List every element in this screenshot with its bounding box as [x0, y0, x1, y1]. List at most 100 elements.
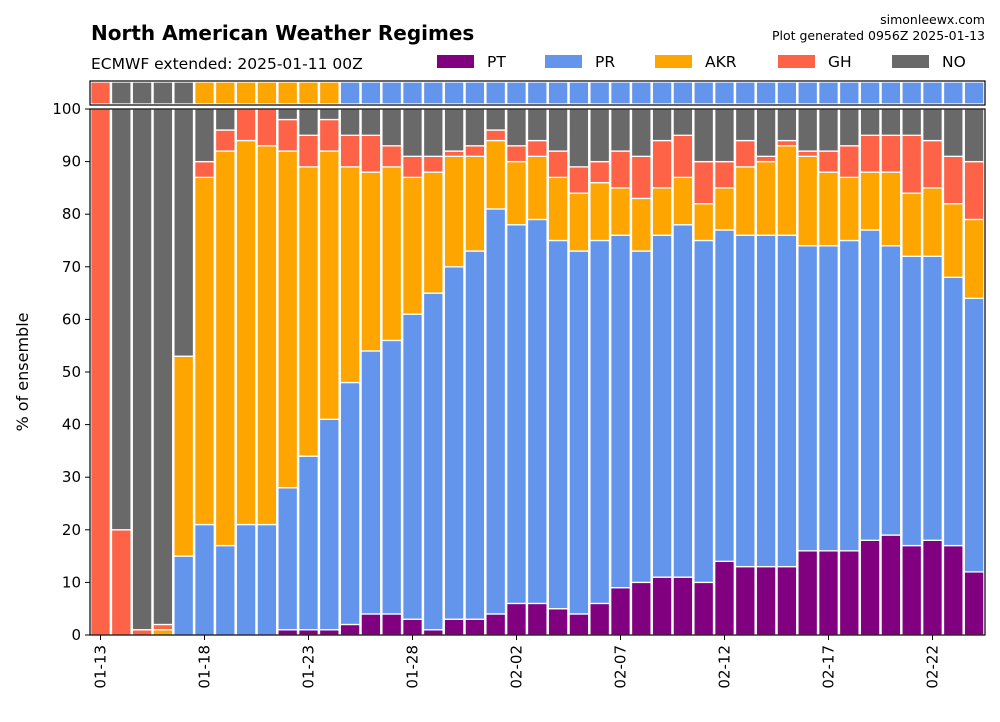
- bar-akr-02-24: [963, 218, 985, 300]
- bar-no-02-20: [880, 108, 902, 136]
- bar-pt-02-22: [922, 539, 943, 636]
- bars: [90, 108, 985, 636]
- bar-pt-02-13: [734, 565, 756, 636]
- bar-no-02-12: [714, 108, 735, 163]
- bar-pr-01-21: [256, 523, 278, 636]
- strip-cell-02-01: [485, 81, 507, 105]
- bar-akr-01-18: [194, 176, 215, 526]
- bar-gh-02-20: [880, 134, 902, 173]
- y-tick-label: 30: [62, 468, 81, 486]
- strip-cell-01-24: [318, 81, 340, 105]
- bar-gh-02-21: [901, 134, 923, 194]
- bar-pr-02-22: [922, 255, 943, 541]
- bar-no-01-26: [360, 108, 382, 136]
- bar-no-01-25: [339, 108, 361, 136]
- bar-akr-02-10: [672, 176, 694, 226]
- y-tick-label: 50: [62, 363, 81, 381]
- bar-gh-02-14: [755, 155, 777, 163]
- bar-no-02-18: [838, 108, 860, 147]
- bar-no-02-15: [776, 108, 798, 142]
- bar-pt-01-25: [339, 623, 361, 636]
- strip-cell-01-20: [235, 81, 257, 105]
- bar-gh-02-17: [818, 150, 839, 173]
- bar-akr-02-08: [630, 197, 652, 252]
- bar-pr-01-28: [402, 313, 423, 620]
- legend-swatch-pt: [437, 55, 474, 68]
- bar-pt-02-01: [485, 613, 507, 636]
- bar-pr-01-18: [194, 523, 215, 636]
- bar-pt-02-10: [672, 576, 694, 636]
- bar-pr-02-24: [963, 297, 985, 573]
- bar-akr-02-22: [922, 187, 943, 257]
- bar-pr-01-17: [173, 555, 195, 636]
- bar-pt-01-24: [318, 629, 340, 636]
- bar-pr-02-06: [589, 239, 611, 605]
- bar-gh-02-13: [734, 139, 756, 168]
- bar-pr-02-10: [672, 224, 694, 578]
- y-tick-label: 90: [62, 153, 81, 171]
- bar-pr-02-05: [568, 250, 590, 615]
- strip-cell-02-08: [630, 81, 652, 105]
- strip-cell-01-23: [298, 81, 319, 105]
- bar-no-02-07: [610, 108, 631, 152]
- bar-akr-02-06: [589, 181, 611, 242]
- bar-akr-02-11: [693, 203, 715, 242]
- dominant-regime-strip: [89, 80, 986, 106]
- strip-cell-01-27: [381, 81, 403, 105]
- bar-akr-02-15: [776, 145, 798, 236]
- bar-pr-02-07: [610, 234, 631, 589]
- bar-pr-02-13: [734, 234, 756, 568]
- legend-swatch-gh: [778, 55, 815, 68]
- bar-no-02-13: [734, 108, 756, 142]
- strip-cell-01-30: [443, 81, 465, 105]
- bar-pt-02-24: [963, 571, 985, 636]
- bar-pt-02-16: [797, 550, 819, 636]
- credit-text: simonleewx.com: [880, 12, 985, 27]
- bar-gh-02-06: [589, 160, 611, 184]
- bar-akr-02-12: [714, 187, 735, 231]
- bar-pt-02-06: [589, 602, 611, 636]
- bar-no-02-17: [818, 108, 839, 152]
- bar-pr-02-20: [880, 245, 902, 536]
- bar-akr-02-04: [547, 176, 569, 242]
- bar-gh-01-31: [464, 145, 486, 157]
- strip-cell-02-15: [776, 81, 798, 105]
- bar-gh-02-16: [797, 150, 819, 157]
- bar-pt-01-30: [443, 618, 465, 636]
- bar-pt-02-19: [859, 539, 881, 636]
- strip-cell-02-17: [818, 81, 839, 105]
- bar-no-01-27: [381, 108, 403, 147]
- bar-gh-01-26: [360, 134, 382, 173]
- bar-no-02-21: [901, 108, 923, 136]
- bar-gh-02-02: [506, 145, 527, 163]
- bar-pr-02-17: [818, 245, 839, 552]
- bar-pr-02-18: [838, 239, 860, 552]
- legend-swatch-akr: [655, 55, 692, 68]
- bar-no-01-28: [402, 108, 423, 157]
- bar-akr-01-28: [402, 176, 423, 315]
- bar-gh-01-22: [277, 118, 299, 152]
- legend-label-gh: GH: [828, 53, 852, 71]
- bar-no-01-31: [464, 108, 486, 147]
- bar-pt-02-02: [506, 602, 527, 636]
- bar-akr-01-21: [256, 145, 278, 526]
- bar-pt-01-26: [360, 613, 382, 636]
- bar-gh-02-12: [714, 160, 735, 189]
- bar-pr-02-14: [755, 234, 777, 568]
- strip-cell-01-28: [402, 81, 423, 105]
- bar-gh-01-29: [422, 155, 444, 173]
- y-tick-label: 70: [62, 258, 81, 276]
- bar-gh-02-11: [693, 160, 715, 205]
- bar-akr-02-18: [838, 176, 860, 242]
- generated-text: Plot generated 0956Z 2025-01-13: [772, 28, 985, 43]
- bar-no-02-23: [942, 108, 964, 157]
- x-tick-label: 01-23: [300, 645, 318, 689]
- bar-no-01-15: [131, 108, 153, 631]
- bar-gh-01-19: [214, 129, 236, 152]
- legend-label-pt: PT: [487, 53, 506, 71]
- bar-no-01-17: [173, 108, 195, 357]
- strip-cell-01-26: [360, 81, 382, 105]
- bar-pr-02-21: [901, 255, 923, 547]
- x-tick-label: 02-07: [612, 645, 630, 689]
- strip-cell-02-05: [568, 81, 590, 105]
